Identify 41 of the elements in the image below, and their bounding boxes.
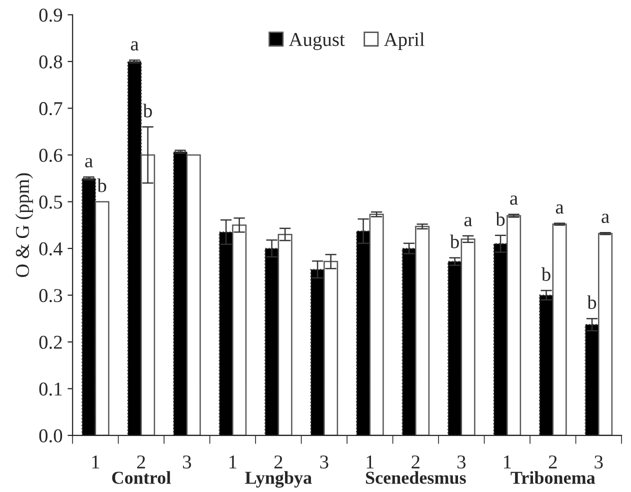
y-tick-label: 0.0 [39, 429, 62, 442]
y-tick-label: 0.9 [39, 8, 62, 22]
y-tick-label: 0.2 [39, 336, 62, 349]
x-tick-label: 3 [594, 455, 603, 469]
x-tick-label: 2 [412, 455, 420, 468]
x-tick-label: 2 [274, 455, 282, 468]
text: Tribonema [510, 471, 596, 484]
data-label: b [541, 267, 550, 281]
x-tick-label: 2 [548, 455, 557, 468]
legend-label: August [288, 33, 345, 50]
x-tick-label: 3 [183, 455, 192, 469]
x-tick-label: 3 [320, 455, 328, 469]
data-label: a [85, 158, 93, 168]
data-label: b [496, 212, 505, 226]
data-label: a [510, 195, 518, 205]
data-label: a [556, 204, 564, 214]
x-tick-label: 1 [92, 456, 100, 468]
y-axis-title: O & G (ppm) [15, 173, 33, 277]
x-tick-label: 1 [230, 456, 236, 468]
data-label: a [464, 216, 472, 226]
y-tick-label: 0.4 [39, 242, 63, 256]
data-label: a [602, 214, 610, 224]
data-label: b [142, 104, 152, 118]
x-tick-label: 3 [457, 455, 466, 469]
data-label: b [587, 295, 596, 310]
x-tick-label: 2 [137, 455, 145, 468]
legend-label: April [384, 32, 424, 50]
text: Control [112, 471, 171, 484]
text: Lyngbya [245, 471, 312, 488]
data-label: a [130, 41, 139, 51]
y-tick-label: 0.1 [39, 382, 62, 396]
y-tick-label: 0.5 [39, 196, 62, 209]
data-label: b [450, 234, 459, 248]
x-tick-label: 1 [504, 456, 511, 468]
data-label: b [97, 178, 106, 192]
x-tick-label: 1 [366, 456, 374, 468]
y-tick-label: 0.7 [39, 102, 62, 116]
y-tick-label: 0.3 [39, 289, 62, 302]
y-tick-label: 0.8 [39, 55, 62, 69]
y-tick-label: 0.6 [39, 148, 62, 162]
text: Scenedesmus [366, 471, 466, 484]
